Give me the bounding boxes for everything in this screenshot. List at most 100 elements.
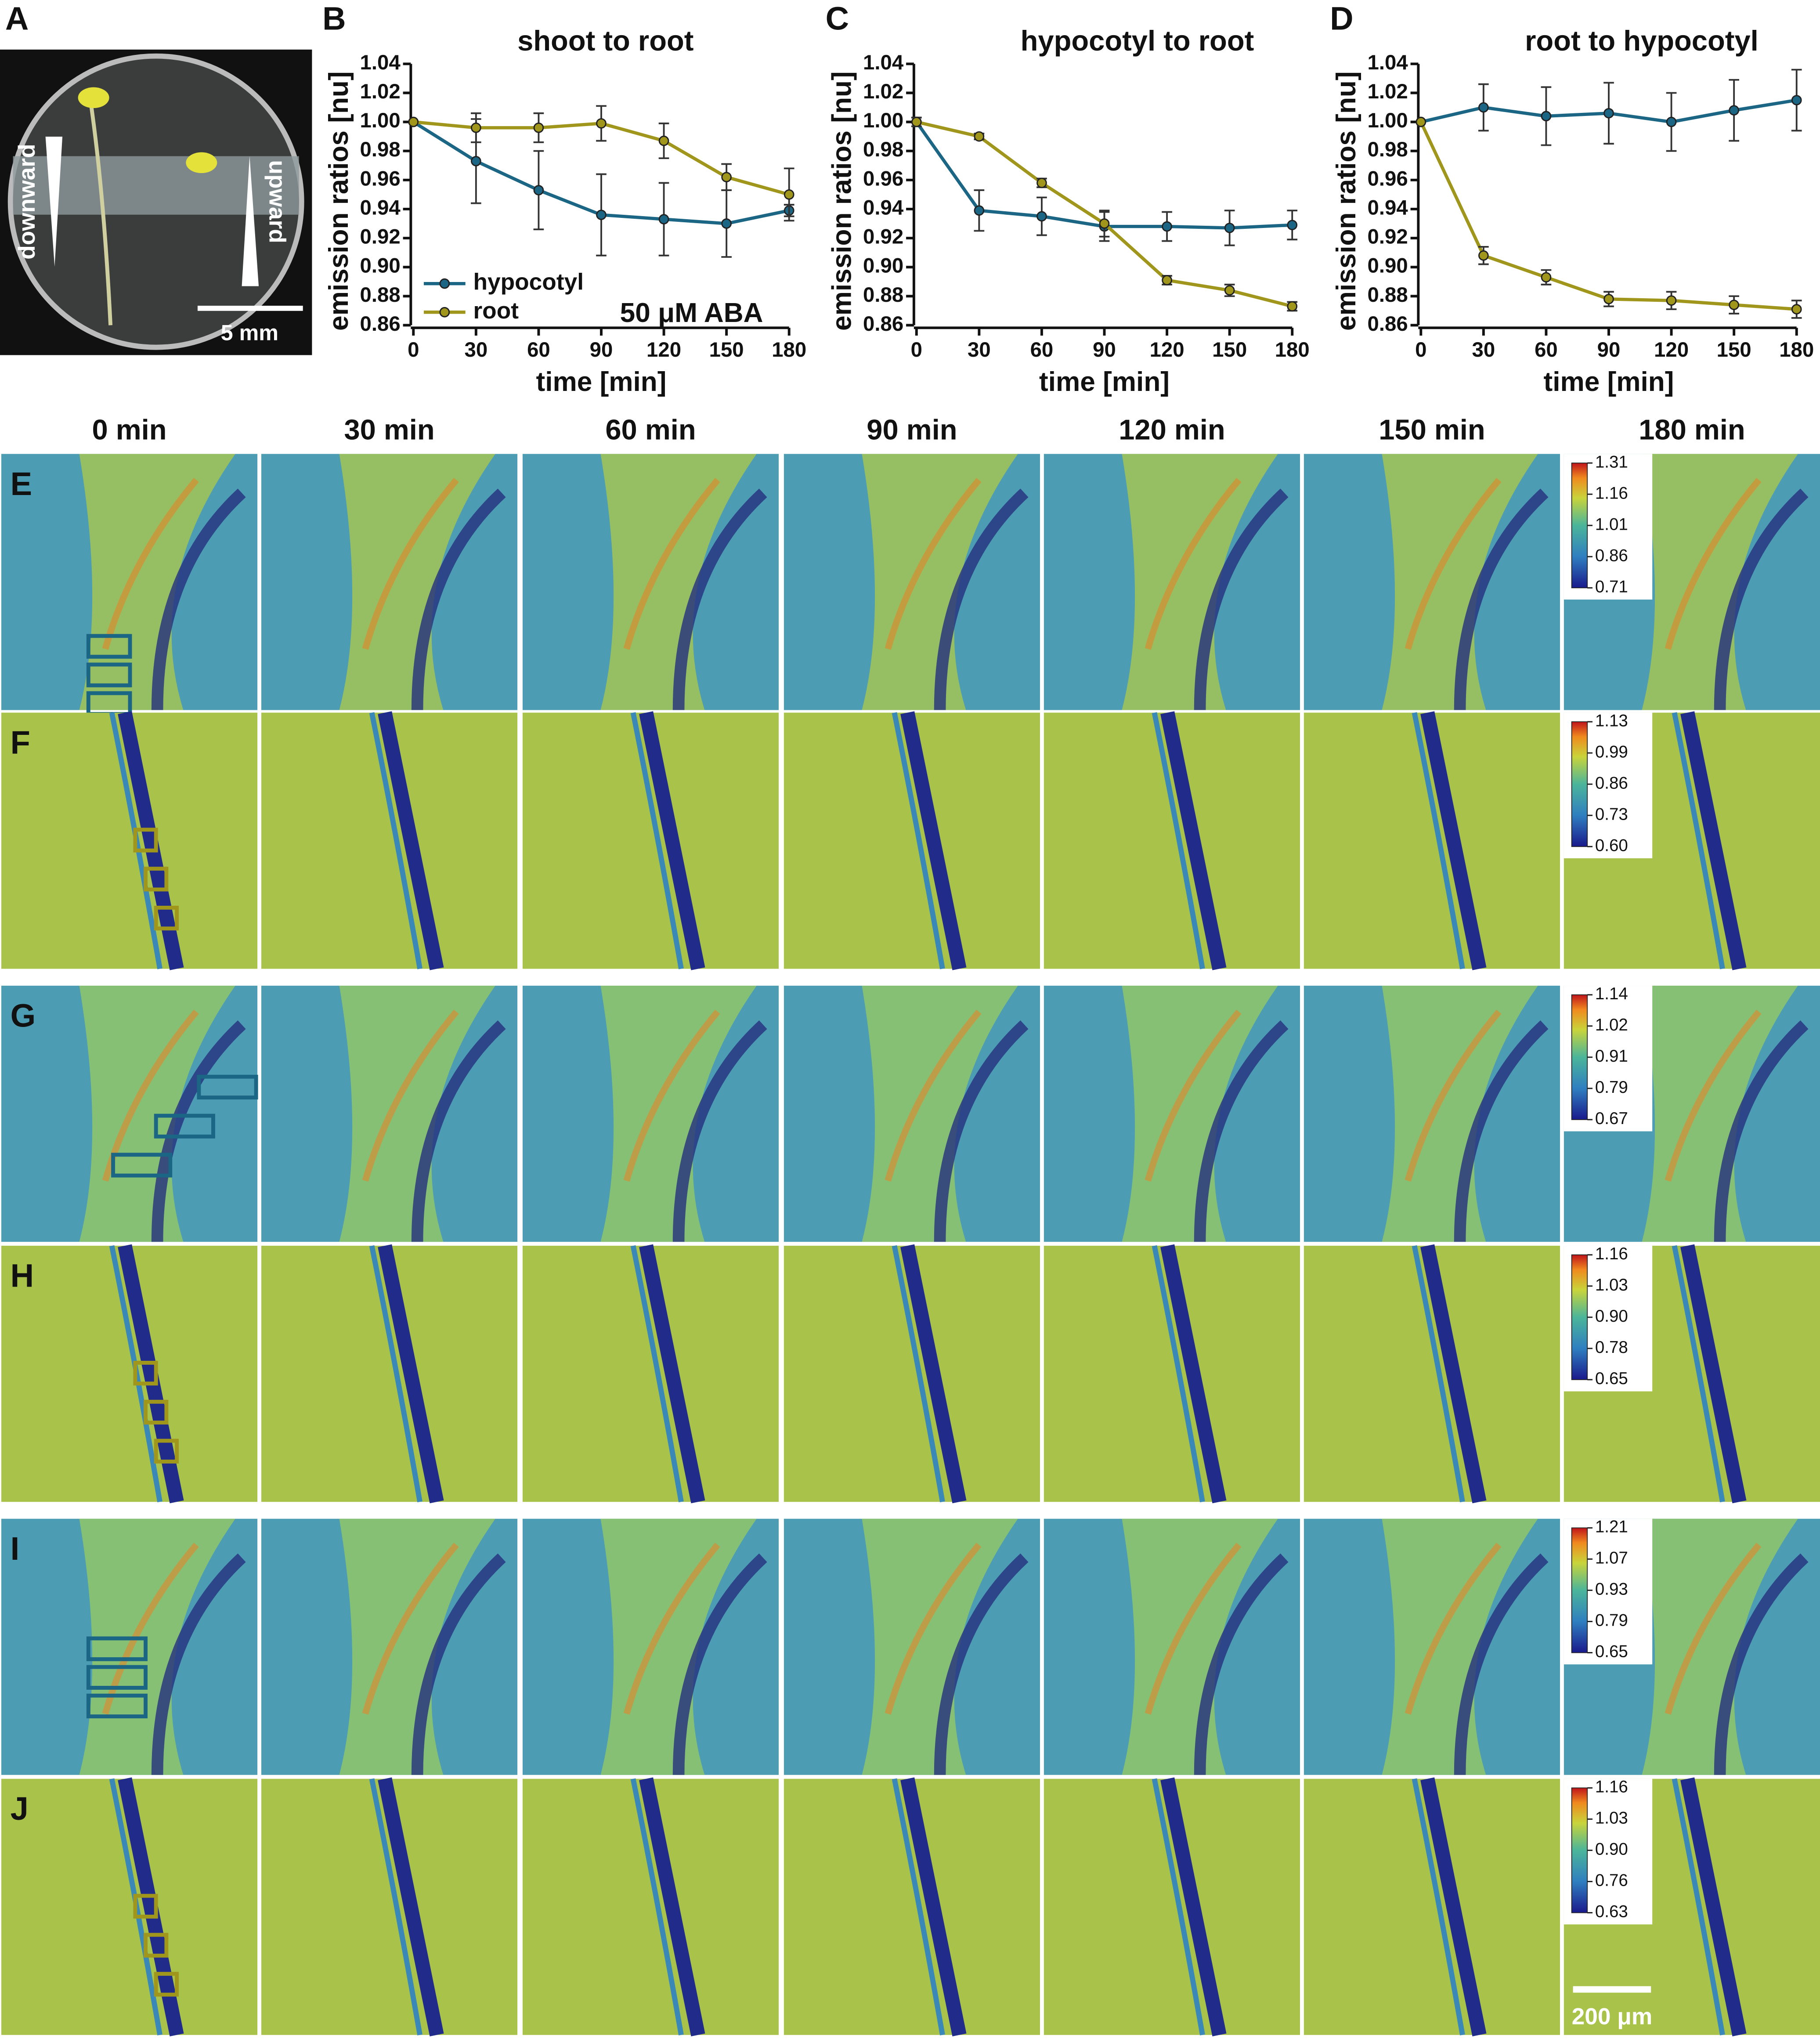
image [261, 986, 518, 1242]
x-tick-label: 90 [1597, 338, 1621, 362]
root [900, 1244, 967, 1504]
root [378, 1244, 444, 1504]
signal [1145, 477, 1242, 650]
roi [86, 662, 132, 687]
colorbar-label: 0.73 [1595, 805, 1628, 824]
colorbar-label: 0.90 [1595, 1840, 1628, 1859]
colorbar-label: 0.86 [1595, 774, 1628, 792]
seedling [89, 104, 113, 325]
marker [1791, 304, 1802, 315]
root-edge [892, 712, 945, 969]
colorbar-label: 0.78 [1595, 1338, 1628, 1357]
marker [658, 214, 669, 224]
image [1, 711, 258, 970]
tissue-edge [672, 1020, 767, 1242]
colorbar [1571, 1254, 1588, 1380]
text: downward [14, 144, 40, 259]
legend-label: root [473, 298, 519, 324]
x-tick-label: 60 [527, 338, 550, 362]
y-tick-label: 1.04 [360, 51, 401, 74]
tissue-edge [1454, 1020, 1549, 1242]
image [522, 1518, 779, 1775]
tissue [600, 986, 757, 1242]
column-label: 90 min [867, 413, 957, 445]
x-tick-label: 180 [1779, 338, 1814, 362]
root [1680, 711, 1747, 970]
image [1304, 711, 1560, 970]
image [1044, 454, 1300, 710]
tissue-edge [1454, 488, 1549, 710]
marker [471, 122, 481, 133]
y-tick-label: 1.02 [1367, 80, 1408, 103]
root-edge [369, 1245, 422, 1503]
root [900, 1777, 967, 2037]
x-tick-label: 180 [772, 338, 806, 362]
x-tick-label: 120 [1150, 338, 1184, 362]
legend-label: hypocotyl [473, 269, 584, 295]
image [261, 454, 518, 710]
root [1680, 1777, 1747, 2037]
column-label: 150 min [1379, 413, 1485, 445]
marker [1224, 285, 1235, 296]
image [1, 1777, 258, 2037]
image [1, 986, 258, 1242]
chart: 0.86 0.88 0.90 0.92 0.94 0.96 0.98 1.00 1.02 1.04… [1330, 0, 1814, 397]
chart: 0.86 0.88 0.90 0.92 0.94 0.96 0.98 1.00 1.02 1.04… [826, 0, 1310, 397]
x-tick-label: 0 [911, 338, 922, 362]
colorbar-label: 1.31 [1595, 452, 1628, 471]
marker [1162, 221, 1172, 232]
signal [1405, 1009, 1502, 1182]
x-tick-label: 150 [1212, 338, 1247, 362]
marker [784, 189, 794, 200]
marker [1162, 275, 1172, 286]
root-edge [892, 1245, 945, 1503]
legend-marker [439, 278, 450, 289]
chart-title: root to hypocotyl [1525, 25, 1759, 57]
scale-label: 5 mm [221, 320, 278, 345]
y-tick-label: 0.98 [1367, 138, 1408, 161]
colorbar-label: 0.67 [1595, 1109, 1628, 1128]
panel-label: D [1330, 0, 1353, 36]
row-label: H [11, 1258, 34, 1294]
root-edge [630, 1245, 684, 1503]
chart-title: shoot to root [517, 25, 693, 57]
x-tick-label: 0 [408, 338, 419, 362]
tissue [862, 986, 1018, 1242]
marker [1791, 95, 1802, 105]
x-tick-label: 150 [709, 338, 744, 362]
tissue-edge [672, 488, 767, 710]
marker [1224, 223, 1235, 233]
x-tick-label: 120 [1654, 338, 1689, 362]
colorbar-label: 1.16 [1595, 1244, 1628, 1263]
image [1304, 1518, 1560, 1775]
root-edge [1412, 1778, 1465, 2035]
y-tick-label: 0.90 [1367, 254, 1408, 278]
y-tick-label: 0.98 [360, 138, 400, 161]
y-axis-title: emission ratios [nu] [1331, 71, 1361, 331]
tissue [339, 986, 495, 1242]
colorbar-label: 1.14 [1595, 984, 1628, 1003]
colorbar-label: 1.16 [1595, 1778, 1628, 1797]
root-edge [1672, 1778, 1725, 2035]
colorbar-label: 1.16 [1595, 484, 1628, 503]
y-tick-label: 0.88 [1367, 283, 1408, 307]
signal [102, 477, 199, 650]
root-edge [892, 1778, 945, 2035]
colorbar-label: 0.91 [1595, 1047, 1628, 1066]
colorbar [1571, 721, 1588, 847]
roi [154, 1439, 179, 1464]
root [1160, 1244, 1227, 1504]
image [784, 986, 1040, 1242]
tissue [339, 1518, 495, 1775]
x-axis-title: time [min] [1544, 367, 1674, 397]
arrow-down [45, 137, 63, 267]
roi [133, 1361, 158, 1386]
root [118, 1244, 184, 1504]
y-tick-label: 0.88 [360, 283, 400, 307]
colorbar [1571, 463, 1588, 589]
colorbar [1571, 1527, 1588, 1653]
chart: 0.86 0.88 0.90 0.92 0.94 0.96 0.98 1.00 1.02 1.04… [322, 0, 806, 397]
signal [885, 1543, 982, 1715]
cotyledon [186, 152, 217, 174]
y-tick-label: 0.92 [863, 225, 903, 249]
